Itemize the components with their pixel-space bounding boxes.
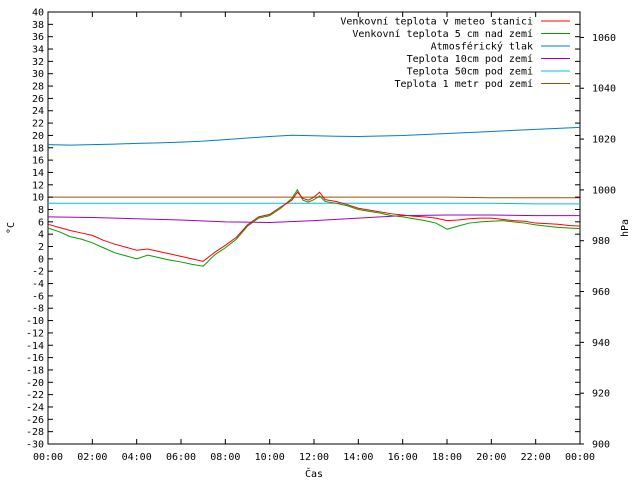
y-left-tick-label: 38 (32, 20, 44, 31)
y-left-tick-label: -6 (32, 291, 44, 302)
y-right-tick-label: 980 (592, 236, 610, 247)
y-right-tick-label: 1060 (592, 33, 616, 44)
x-tick-label: 08:00 (210, 452, 240, 463)
y-right-tick-label: 1040 (592, 84, 616, 95)
y-left-tick-label: 26 (32, 94, 44, 105)
y-right-tick-label: 1000 (592, 185, 616, 196)
y-left-tick-label: -12 (26, 328, 44, 339)
x-axis-label: Čas (305, 467, 323, 480)
y-left-tick-label: 4 (38, 230, 44, 241)
y-axis-label-left: °C (6, 222, 17, 234)
x-axis: 00:00 02:00 04:00 06:00 08:00 10:00 12:00 14:00… (33, 12, 595, 463)
x-tick-label: 12:00 (299, 452, 329, 463)
legend-label-5: Teplota 50cm pod zemí (407, 66, 533, 78)
y-left-tick-label: 18 (32, 143, 44, 154)
x-tick-label: 00:00 (565, 452, 595, 463)
series-line-5 (48, 202, 580, 205)
left-axis: -30-28-26-24-22-20-18-16-14-12-10-8-6-4-… (26, 8, 580, 451)
legend: Venkovní teplota v meteo staniciVenkovní… (340, 16, 570, 90)
y-left-tick-label: 8 (38, 205, 44, 216)
y-left-tick-label: -28 (26, 427, 44, 438)
y-left-tick-label: 28 (32, 82, 44, 93)
y-left-tick-label: 10 (32, 193, 44, 204)
legend-label-3: Atmosférický tlak (431, 41, 533, 53)
y-left-tick-label: 30 (32, 69, 44, 80)
y-left-tick-label: -24 (26, 402, 44, 413)
series-line-2 (47, 188, 581, 267)
series-line-4 (47, 214, 580, 223)
y-right-tick-label: 920 (592, 389, 610, 400)
series-line-1 (47, 191, 581, 262)
y-left-tick-label: 24 (32, 106, 44, 117)
y-left-tick-label: -18 (26, 365, 44, 376)
y-left-tick-label: -30 (26, 440, 44, 451)
y-left-tick-label: 34 (32, 45, 44, 56)
y-right-tick-label: 960 (592, 287, 610, 298)
y-left-tick-label: 6 (38, 217, 44, 228)
series-line-3 (47, 126, 581, 146)
y-right-tick-label: 940 (592, 338, 610, 349)
y-axis-label-right: hPa (620, 219, 631, 237)
legend-label-2: Venkovní teplota 5 cm nad zemí (352, 28, 533, 40)
x-tick-label: 02:00 (77, 452, 107, 463)
y-left-tick-label: -16 (26, 353, 44, 364)
x-tick-label: 16:00 (388, 452, 418, 463)
right-axis: 900 920 940 960 980 1000 1020 1040 1060 (580, 33, 616, 451)
x-tick-label: 10:00 (255, 452, 285, 463)
y-left-tick-label: 36 (32, 32, 44, 43)
y-left-tick-label: 22 (32, 119, 44, 130)
x-tick-label: 00:00 (33, 452, 63, 463)
y-left-tick-label: 40 (32, 8, 44, 19)
y-left-tick-label: -22 (26, 390, 44, 401)
y-left-tick-label: -8 (32, 304, 44, 315)
y-left-tick-label: 12 (32, 180, 44, 191)
legend-label-6: Teplota 1 metr pod zemí (395, 78, 533, 90)
legend-label-1: Venkovní teplota v meteo stanici (340, 16, 533, 28)
y-left-tick-label: 0 (38, 254, 44, 265)
y-left-tick-label: -14 (26, 341, 44, 352)
x-tick-label: 22:00 (521, 452, 551, 463)
x-tick-label: 20:00 (476, 452, 506, 463)
y-right-tick-label: 900 (592, 440, 610, 451)
y-left-tick-label: -10 (26, 316, 44, 327)
y-left-tick-label: -2 (32, 267, 44, 278)
x-tick-label: 06:00 (166, 452, 196, 463)
x-tick-label: 04:00 (122, 452, 152, 463)
x-tick-label: 14:00 (343, 452, 373, 463)
y-right-tick-label: 1020 (592, 135, 616, 146)
y-left-tick-label: -20 (26, 378, 44, 389)
y-left-tick-label: 14 (32, 168, 44, 179)
y-left-tick-label: 32 (32, 57, 44, 68)
y-left-tick-label: 20 (32, 131, 44, 142)
y-left-tick-label: -4 (32, 279, 44, 290)
legend-label-4: Teplota 10cm pod zemí (407, 53, 533, 65)
x-tick-label: 18:00 (432, 452, 462, 463)
y-left-tick-label: -26 (26, 415, 44, 426)
y-left-tick-label: 16 (32, 156, 44, 167)
series-layer (47, 126, 581, 267)
y-left-tick-label: 2 (38, 242, 44, 253)
